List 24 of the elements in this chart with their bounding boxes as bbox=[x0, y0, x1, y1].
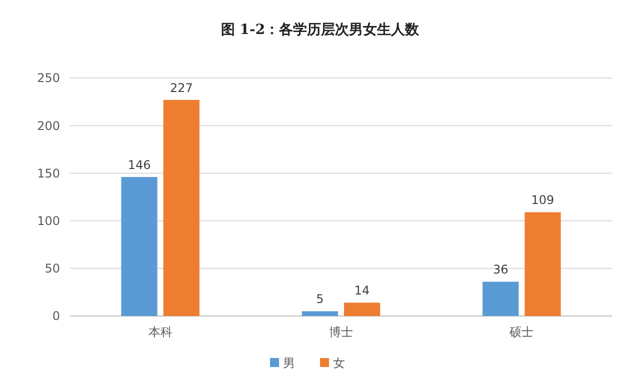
y-tick-label: 150 bbox=[37, 166, 60, 180]
data-label: 146 bbox=[128, 158, 151, 172]
y-tick-label: 100 bbox=[37, 214, 60, 228]
y-tick-label: 200 bbox=[37, 118, 60, 133]
legend-label: 女 bbox=[333, 356, 345, 370]
bar bbox=[121, 177, 158, 316]
bar bbox=[302, 311, 338, 316]
chart-title: 图 1-2：各学历层次男女生人数 bbox=[220, 22, 420, 38]
legend-label: 男 bbox=[283, 356, 295, 370]
x-tick-label: 硕士 bbox=[508, 325, 534, 339]
data-label: 109 bbox=[531, 193, 554, 208]
bar bbox=[344, 302, 380, 316]
data-label: 14 bbox=[354, 284, 370, 298]
data-label: 36 bbox=[492, 262, 508, 277]
y-tick-label: 50 bbox=[44, 262, 60, 276]
bar bbox=[482, 282, 519, 316]
data-label: 5 bbox=[316, 292, 324, 306]
bar bbox=[163, 100, 200, 316]
x-tick-label: 本科 bbox=[148, 325, 172, 339]
y-tick-label: 250 bbox=[37, 71, 60, 86]
bar bbox=[524, 212, 561, 316]
x-tick-label: 博士 bbox=[329, 325, 353, 339]
y-tick-label: 0 bbox=[52, 309, 60, 324]
data-label: 227 bbox=[170, 80, 193, 95]
